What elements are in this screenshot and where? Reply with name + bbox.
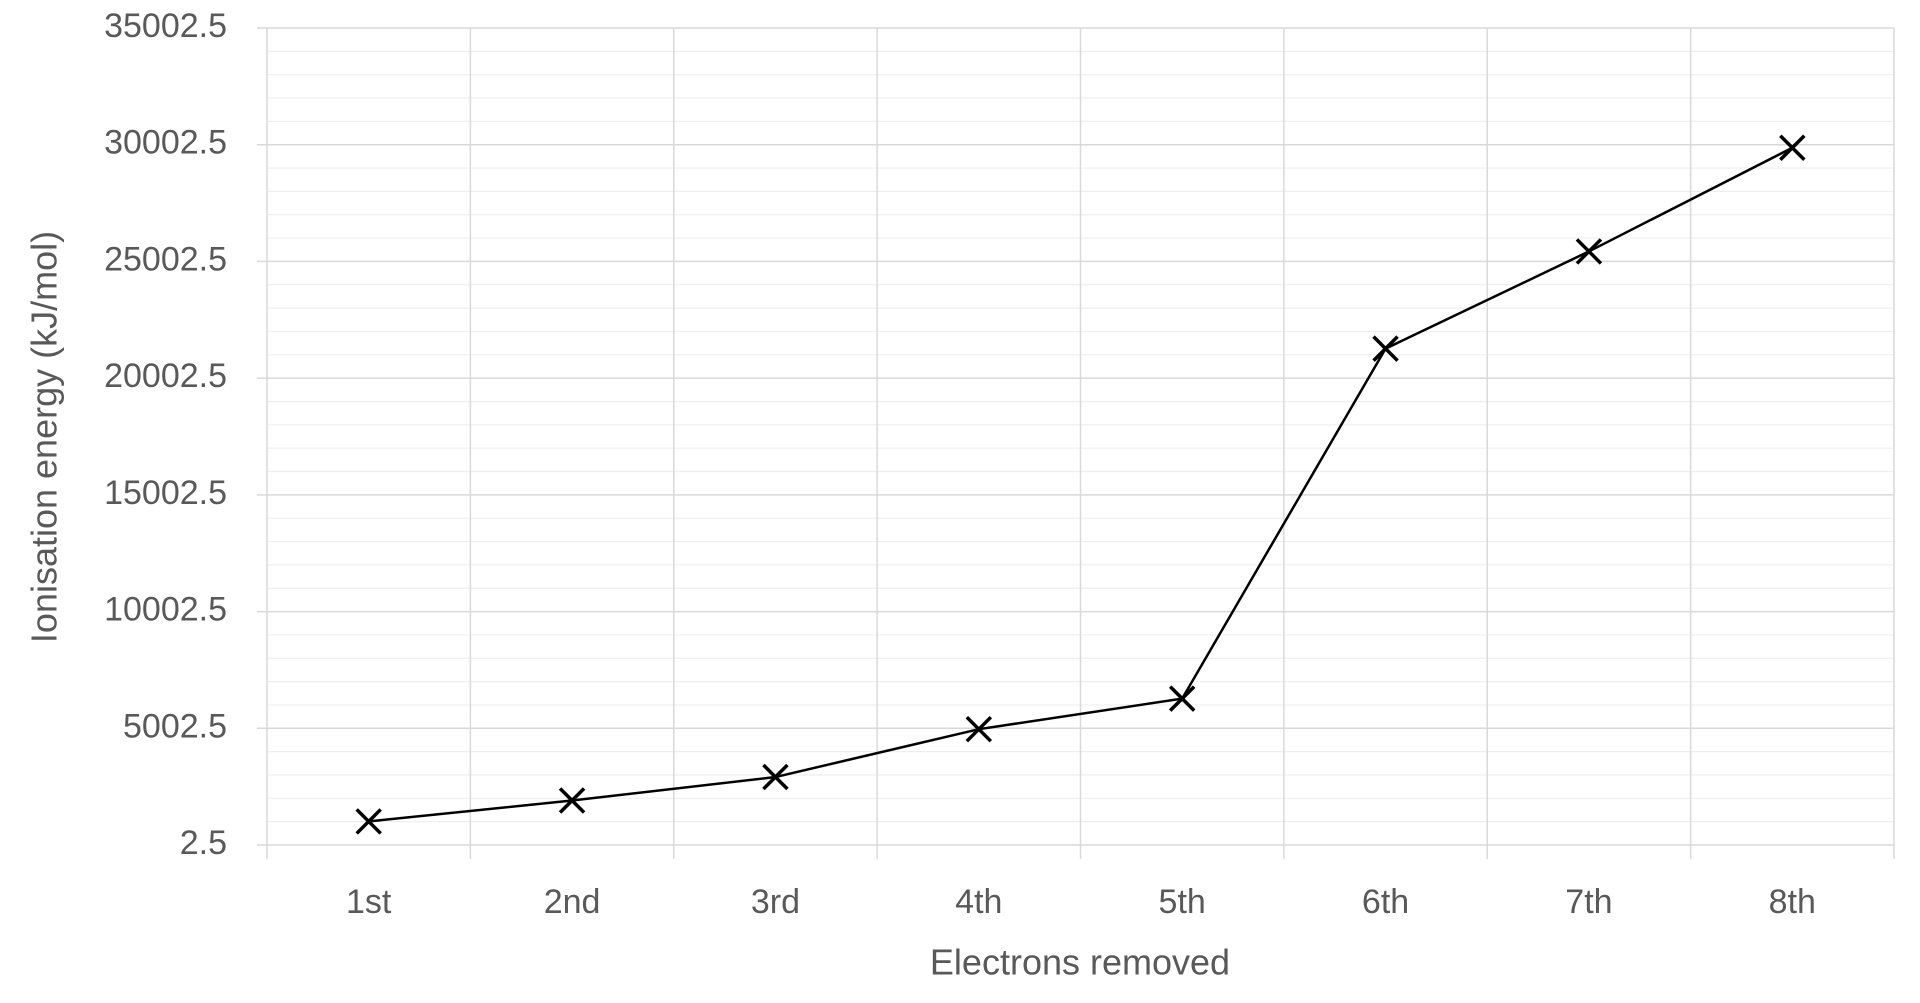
- marker-x: [965, 715, 993, 743]
- y-tick-label: 15002.5: [104, 474, 227, 512]
- x-tick-label: 5th: [1159, 883, 1206, 921]
- y-tick-label: 35002.5: [104, 7, 227, 45]
- x-tick-label: 1st: [346, 883, 392, 921]
- y-tick-label: 2.5: [180, 824, 227, 862]
- x-tick-label: 3rd: [751, 883, 800, 921]
- marker-x: [762, 763, 789, 791]
- x-tick-label: 6th: [1362, 883, 1409, 921]
- x-tick-label: 7th: [1565, 883, 1612, 921]
- x-axis-title: Electrons removed: [930, 942, 1230, 983]
- x-tick-label: 2nd: [544, 883, 601, 921]
- marker-x: [355, 808, 382, 835]
- x-tick-label: 4th: [955, 883, 1002, 921]
- y-tick-label: 20002.5: [104, 357, 227, 395]
- marker-x: [1372, 335, 1399, 362]
- x-tick-label: 8th: [1769, 883, 1816, 921]
- y-tick-label: 25002.5: [104, 240, 227, 278]
- marker-x: [1575, 238, 1603, 265]
- marker-x: [1779, 134, 1806, 161]
- data-line: [368, 146, 1793, 823]
- marker-x: [558, 787, 586, 814]
- y-tick-label: 10002.5: [104, 591, 227, 629]
- y-axis-title: Ionisation energy (kJ/mol): [24, 231, 65, 643]
- y-tick-label: 30002.5: [104, 124, 227, 162]
- y-tick-label: 5002.5: [123, 707, 227, 745]
- marker-x: [1168, 685, 1196, 712]
